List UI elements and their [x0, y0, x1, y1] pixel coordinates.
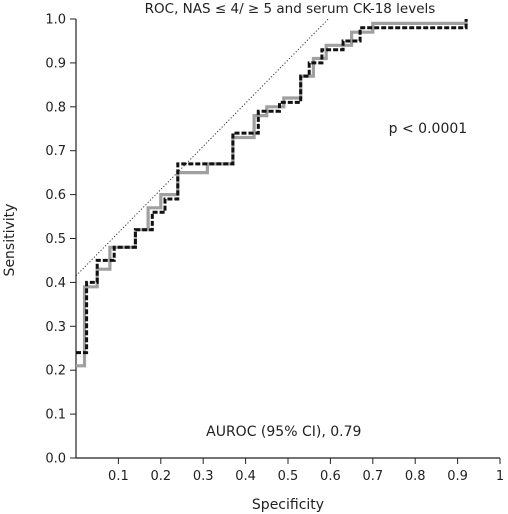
x-tick-label: 0.6 [320, 469, 341, 484]
roc-curve-dashed [76, 19, 468, 355]
p-value-annotation: p < 0.0001 [389, 121, 468, 137]
y-tick-label: 0.2 [45, 364, 66, 379]
x-tick-label: 0.8 [405, 469, 426, 484]
reference-diagonal-line [75, 18, 329, 277]
y-tick-label: 1.0 [45, 13, 66, 28]
ticks: 0.0 0.1 0.2 0.3 0.4 0.5 0.6 0.7 0.8 0.9 1.0 0.1 0.2 0… [45, 13, 504, 485]
y-tick-label: 0.4 [45, 276, 66, 291]
y-tick-label: 0.7 [45, 144, 66, 159]
x-axis-label: Specificity [252, 497, 324, 513]
y-tick-label: 0.0 [45, 452, 66, 467]
x-tick-label: 0.3 [193, 469, 214, 484]
axes [75, 19, 500, 459]
reference-line [75, 18, 329, 277]
x-tick-label: 0.4 [235, 469, 256, 484]
y-tick-label: 0.5 [45, 232, 66, 247]
x-tick-label: 0.1 [108, 469, 129, 484]
annotations: p < 0.0001 AUROC (95% CI), 0.79 [206, 121, 467, 440]
x-tick-label: 0.7 [362, 469, 383, 484]
y-axis-label: Sensitivity [2, 204, 18, 277]
y-tick-label: 0.3 [45, 320, 66, 335]
x-tick-label: 0.5 [278, 469, 299, 484]
y-tick-label: 0.8 [45, 100, 66, 115]
auroc-annotation: AUROC (95% CI), 0.79 [206, 424, 361, 440]
x-tick-label: 0.9 [447, 469, 468, 484]
series-group [76, 19, 468, 368]
x-tick-label: 1 [496, 469, 504, 484]
y-tick-label: 0.9 [45, 56, 66, 71]
x-tick-label: 0.2 [150, 469, 171, 484]
y-tick-label: 0.1 [45, 408, 66, 423]
y-tick-label: 0.6 [45, 188, 66, 203]
chart-title: ROC, NAS ≤ 4/ ≥ 5 and serum CK-18 levels [145, 1, 436, 17]
roc-curve-solid [76, 19, 468, 368]
